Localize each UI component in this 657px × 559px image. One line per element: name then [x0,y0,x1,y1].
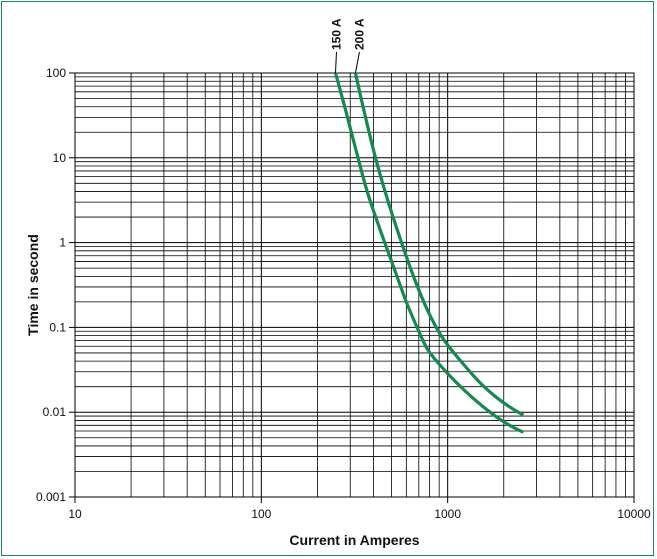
series-label: 150 A [329,18,343,50]
y-axis-title: Time in second [25,234,41,336]
y-axis-ticks: 0.001 0.01 0.1 1 10 100 [36,66,75,504]
x-tick-label: 1000 [434,507,461,521]
series-label-leader [354,51,360,74]
x-tick-label: 10 [68,507,82,521]
x-tick-label: 100 [251,507,271,521]
x-axis-title: Current in Amperes [289,532,419,548]
series-label-leader [334,51,337,74]
y-tick-label: 0.01 [43,405,67,419]
series-lines [333,72,525,434]
x-axis-ticks: 10 100 1000 10000 [68,497,651,521]
y-tick-label: 1 [59,236,66,250]
series-labels: 150 A 200 A [329,18,366,74]
series-line-150a [333,72,525,434]
x-tick-label: 10000 [617,507,651,521]
series-line-200a [353,72,525,417]
y-tick-label: 10 [53,151,67,165]
y-tick-label: 100 [46,66,66,80]
plot-area [74,72,635,498]
series-label: 200 A [352,18,366,50]
y-tick-label: 0.001 [36,490,66,504]
grid [75,73,634,497]
y-tick-label: 0.1 [49,320,66,334]
